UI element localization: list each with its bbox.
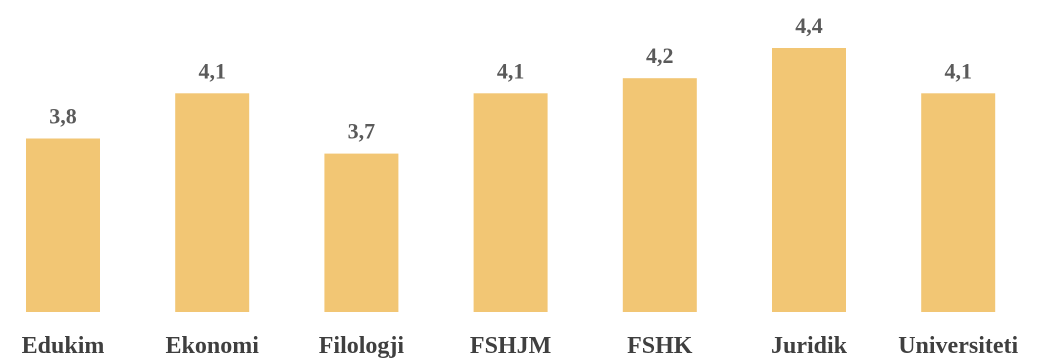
bar-juridik — [772, 48, 846, 312]
bar-fshjm — [473, 93, 548, 312]
value-label-ekonomi: 4,1 — [198, 58, 226, 83]
bars-group — [26, 48, 996, 312]
category-label-juridik: Juridik — [771, 333, 848, 359]
category-label-fshk: FSHK — [627, 333, 693, 359]
bar-universiteti — [921, 93, 996, 312]
value-label-universiteti: 4,1 — [944, 58, 972, 83]
value-labels-group: 3,8 4,1 3,7 4,1 4,2 4,4 4,1 — [49, 13, 972, 144]
value-label-filologji: 3,7 — [348, 119, 376, 144]
bar-ekonomi — [175, 93, 250, 312]
category-label-ekonomi: Ekonomi — [166, 333, 260, 359]
bar-filologji — [324, 153, 399, 312]
value-label-edukim: 3,8 — [49, 104, 77, 129]
category-label-fshjm: FSHJM — [470, 333, 551, 359]
category-label-filologji: Filologji — [319, 333, 405, 359]
bar-edukim — [26, 138, 100, 312]
category-label-universiteti: Universiteti — [898, 333, 1018, 359]
category-labels-group: Edukim Ekonomi Filologji FSHJM FSHK Juridik Un… — [22, 333, 1019, 359]
bar-fshk — [622, 78, 697, 312]
value-label-fshjm: 4,1 — [497, 58, 525, 83]
category-label-edukim: Edukim — [22, 333, 105, 359]
value-label-juridik: 4,4 — [795, 13, 823, 38]
value-label-fshk: 4,2 — [646, 43, 674, 68]
